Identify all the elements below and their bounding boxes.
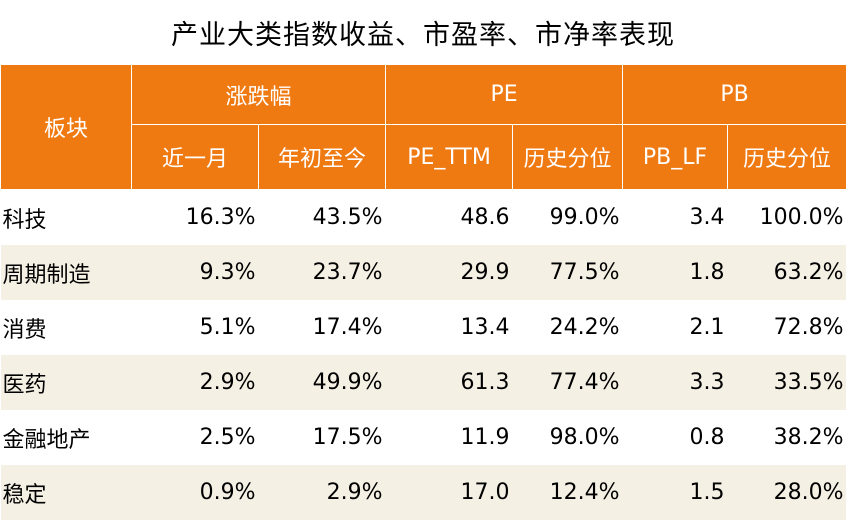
cell-pe-percentile: 24.2%	[549, 315, 620, 340]
cell-pe-percentile: 98.0%	[549, 425, 620, 450]
cell-ytd: 49.9%	[258, 355, 386, 410]
cell-pe-ttm: 48.6	[460, 205, 510, 230]
cell-pe-percentile: 12.4%	[512, 465, 623, 520]
table-row: 消费 5.1% 17.4% 13.4 24.2% 2.1 72.8%	[1, 300, 846, 355]
cell-pb-percentile: 100.0%	[759, 205, 844, 230]
header-pb-lf: PB_LF	[622, 124, 729, 190]
cell-pe-ttm: 17.0	[385, 465, 513, 520]
cell-pb-lf: 1.8	[622, 245, 728, 300]
header-pe-ttm: PE_TTM	[385, 124, 514, 190]
cell-pe-ttm: 11.9	[460, 425, 510, 450]
table-row: 金融地产 2.5% 17.5% 11.9 98.0% 0.8 38.2%	[1, 410, 846, 465]
cell-pe-ttm: 29.9	[385, 245, 513, 300]
cell-pb-percentile: 28.0%	[727, 465, 846, 520]
cell-pe-ttm: 61.3	[385, 355, 513, 410]
row-name: 医药	[0, 355, 132, 410]
cell-one-month: 16.3%	[185, 205, 256, 230]
cell-one-month: 9.3%	[131, 245, 259, 300]
cell-pb-percentile: 72.8%	[773, 315, 844, 340]
cell-pe-percentile: 77.4%	[512, 355, 623, 410]
cell-ytd: 2.9%	[258, 465, 386, 520]
cell-one-month: 2.5%	[199, 425, 256, 450]
header-pb-percentile: 历史分位	[727, 124, 846, 190]
cell-pb-lf: 1.5	[622, 465, 728, 520]
cell-pb-lf: 0.8	[689, 425, 725, 450]
table-title: 产业大类指数收益、市盈率、市净率表现	[171, 19, 675, 51]
header-group-pb: PB	[622, 64, 846, 125]
cell-pe-ttm: 13.4	[460, 315, 510, 340]
cell-one-month: 0.9%	[131, 465, 259, 520]
row-name: 周期制造	[0, 245, 132, 300]
cell-pb-lf: 3.4	[689, 205, 725, 230]
header-ytd: 年初至今	[257, 124, 387, 190]
row-name: 金融地产	[2, 427, 91, 453]
row-name: 稳定	[0, 465, 132, 520]
cell-pb-percentile: 63.2%	[727, 245, 846, 300]
cell-pe-percentile: 77.5%	[512, 245, 623, 300]
row-name: 科技	[2, 207, 47, 233]
cell-pb-percentile: 38.2%	[773, 425, 844, 450]
header-one-month: 近一月	[131, 124, 259, 190]
table-row: 周期制造 9.3% 23.7% 29.9 77.5% 1.8 63.2%	[0, 245, 846, 300]
sector-performance-table: 板块 涨跌幅 PE PB 近一月 年初至今 PE_TTM 历史分位 PB_LF …	[0, 64, 846, 520]
cell-ytd: 17.5%	[312, 425, 383, 450]
cell-pb-lf: 2.1	[689, 315, 725, 340]
row-name: 消费	[2, 317, 47, 343]
cell-one-month: 5.1%	[199, 315, 256, 340]
cell-ytd: 43.5%	[312, 205, 383, 230]
table-row: 科技 16.3% 43.5% 48.6 99.0% 3.4 100.0%	[1, 190, 846, 246]
cell-ytd: 17.4%	[312, 315, 383, 340]
header-pe-percentile: 历史分位	[512, 124, 624, 190]
cell-ytd: 23.7%	[258, 245, 386, 300]
header-group-pe: PE	[385, 64, 624, 125]
cell-one-month: 2.9%	[131, 355, 259, 410]
table-row: 医药 2.9% 49.9% 61.3 77.4% 3.3 33.5%	[0, 355, 846, 410]
cell-pb-lf: 3.3	[622, 355, 728, 410]
header-group-change: 涨跌幅	[130, 64, 387, 125]
table-row: 稳定 0.9% 2.9% 17.0 12.4% 1.5 28.0%	[0, 465, 846, 520]
cell-pb-percentile: 33.5%	[727, 355, 846, 410]
cell-pe-percentile: 99.0%	[549, 205, 620, 230]
header-block: 板块	[0, 64, 132, 190]
